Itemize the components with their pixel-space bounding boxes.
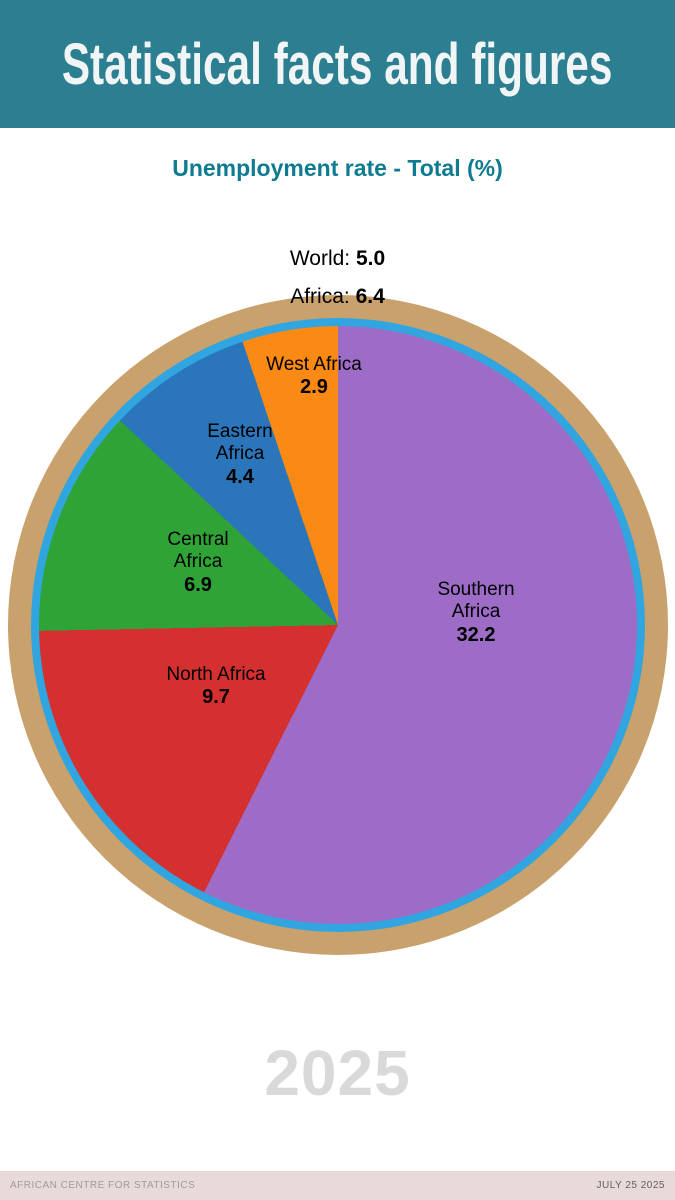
pie-inner-ring [31,318,645,932]
slice-name: West Africa [266,354,362,375]
page-title: Statistical facts and figures [62,31,613,97]
header-banner: Statistical facts and figures [0,0,675,128]
slice-label-north-africa: North Africa 9.7 [164,664,268,710]
africa-label: Africa: [290,285,350,308]
slice-label-west-africa: West Africa 2.9 [262,354,366,400]
pie-slices [39,326,637,924]
footer-bar: AFRICAN CENTRE FOR STATISTICS JULY 25 20… [0,1171,675,1200]
footer-date: JULY 25 2025 [596,1180,665,1191]
chart-title: Unemployment rate - Total (%) [172,155,503,181]
pie-chart: Southern Africa 32.2 North Africa 9.7 Ce… [8,295,668,955]
slice-name: Southern Africa [437,578,515,623]
slice-name: North Africa [166,664,266,685]
slice-value: 4.4 [226,465,254,488]
world-rate-line: World: 5.0 [0,247,675,271]
slice-label-southern-africa: Southern Africa 32.2 [424,579,528,647]
slice-value: 32.2 [456,623,496,646]
slice-label-eastern-africa: Eastern Africa 4.4 [188,421,292,489]
slice-label-central-africa: Central Africa 6.9 [146,529,250,597]
africa-value: 6.4 [355,285,385,308]
world-label: World: [289,247,351,270]
slice-value: 6.9 [184,573,212,596]
world-value: 5.0 [355,247,386,270]
slice-name: Eastern Africa [207,420,273,465]
year-watermark: 2025 [264,1037,411,1109]
footer-source: AFRICAN CENTRE FOR STATISTICS [10,1180,196,1191]
slice-value: 2.9 [300,376,328,399]
africa-rate-line: Africa: 6.4 [0,285,675,309]
pie-outer-ring [8,295,668,955]
slice-value: 9.7 [202,686,230,709]
slice-name: Central Africa [167,528,229,573]
